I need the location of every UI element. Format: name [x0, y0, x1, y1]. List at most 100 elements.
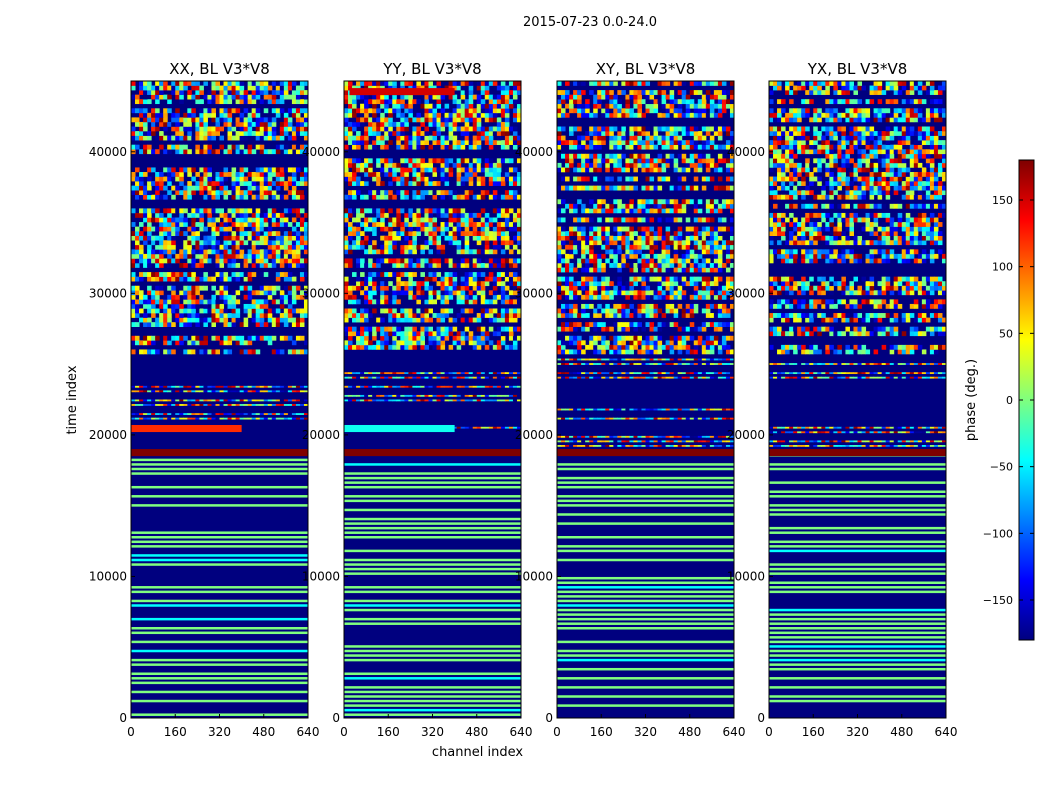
heatmap-cell: [207, 317, 212, 323]
heatmap-cell: [404, 222, 409, 227]
heatmap-cell: [420, 190, 425, 196]
heatmap-cell: [303, 417, 309, 420]
heatmap-cell: [488, 131, 494, 136]
heatmap-cell: [400, 281, 405, 287]
heatmap-cell: [488, 340, 494, 346]
heatmap-cell: [167, 121, 172, 127]
heatmap-cell: [203, 81, 208, 86]
heatmap-cell: [364, 285, 369, 291]
heatmap-cell: [263, 417, 269, 420]
heatmap-cell: [472, 394, 478, 397]
heatmap-cell: [396, 235, 401, 241]
heatmap-cell: [147, 185, 152, 191]
heatmap-cell: [231, 121, 237, 127]
heatmap-cell: [143, 144, 148, 150]
heatmap-cell: [267, 308, 273, 314]
heatmap-cell: [705, 303, 711, 309]
heatmap-cell: [263, 121, 269, 127]
heatmap-row: [557, 627, 734, 630]
heatmap-cell: [629, 408, 634, 411]
heatmap-cell: [303, 131, 309, 136]
heatmap-cell: [645, 349, 651, 355]
heatmap-cell: [195, 240, 200, 246]
heatmap-cell: [701, 244, 707, 250]
heatmap-cell: [171, 244, 176, 250]
heatmap-cell: [420, 144, 425, 150]
heatmap-cell: [468, 372, 474, 375]
heatmap-cell: [484, 190, 490, 196]
heatmap-cell: [143, 299, 148, 305]
heatmap-cell: [721, 313, 727, 318]
heatmap-cell: [404, 326, 409, 332]
heatmap-cell: [147, 231, 152, 236]
heatmap-cell: [388, 226, 393, 232]
heatmap-cell: [348, 235, 353, 241]
heatmap-cell: [641, 290, 646, 296]
heatmap-cell: [516, 172, 522, 177]
heatmap-cell: [508, 140, 514, 145]
heatmap-cell: [167, 253, 172, 259]
heatmap-cell: [187, 308, 192, 314]
heatmap-cell: [211, 131, 216, 136]
heatmap-cell: [637, 290, 642, 296]
heatmap-cell: [729, 417, 735, 420]
heatmap-cell: [476, 394, 482, 397]
heatmap-cell: [147, 85, 152, 91]
heatmap-cell: [259, 144, 265, 150]
heatmap-cell: [557, 376, 562, 379]
heatmap-cell: [689, 253, 695, 259]
heatmap-cell: [287, 263, 293, 268]
heatmap-cell: [255, 212, 261, 218]
x-tick-label: 0: [340, 725, 348, 739]
heatmap-cell: [199, 226, 204, 232]
heatmap-cell: [352, 394, 357, 397]
heatmap-cell: [689, 326, 695, 332]
heatmap-cell: [569, 303, 574, 309]
heatmap-cell: [195, 244, 200, 250]
heatmap-cell: [400, 263, 405, 268]
heatmap-cell: [464, 276, 470, 282]
heatmap-cell: [729, 435, 735, 438]
heatmap-cell: [392, 103, 397, 109]
heatmap-cell: [456, 176, 462, 182]
heatmap-cell: [175, 112, 180, 118]
heatmap-cell: [448, 263, 454, 268]
heatmap-cell: [159, 285, 164, 291]
heatmap-cell: [589, 376, 594, 379]
heatmap-cell: [496, 340, 502, 346]
heatmap-cell: [713, 417, 719, 420]
heatmap-cell: [468, 126, 474, 132]
heatmap-cell: [729, 303, 735, 309]
heatmap-cell: [516, 285, 522, 291]
heatmap-cell: [143, 217, 148, 223]
heatmap-cell: [677, 349, 683, 355]
heatmap-cell: [291, 263, 297, 268]
heatmap-cell: [577, 435, 582, 438]
heatmap-cell: [239, 404, 245, 406]
heatmap-cell: [625, 249, 630, 255]
heatmap-cell: [392, 258, 397, 264]
heatmap-cell: [609, 326, 614, 332]
heatmap-cell: [633, 263, 638, 268]
heatmap-cell: [500, 144, 506, 150]
heatmap-cell: [673, 294, 679, 300]
heatmap-cell: [428, 263, 433, 268]
heatmap-cell: [508, 263, 514, 268]
heatmap-cell: [492, 112, 498, 118]
heatmap-cell: [424, 85, 429, 91]
heatmap-cell: [448, 376, 454, 379]
heatmap-cell: [456, 140, 462, 145]
heatmap-cell: [295, 390, 301, 393]
heatmap-cell: [589, 417, 594, 420]
heatmap-cell: [247, 235, 253, 241]
heatmap-cell: [609, 440, 614, 443]
heatmap-cell: [259, 217, 265, 223]
heatmap-cell: [211, 190, 216, 196]
heatmap-cell: [352, 144, 357, 150]
heatmap-cell: [155, 99, 160, 105]
y-tick-label: 20000: [302, 428, 340, 442]
heatmap-cell: [581, 440, 586, 443]
heatmap-cell: [380, 249, 385, 255]
heatmap-cell: [500, 290, 506, 296]
heatmap-cell: [167, 226, 172, 232]
